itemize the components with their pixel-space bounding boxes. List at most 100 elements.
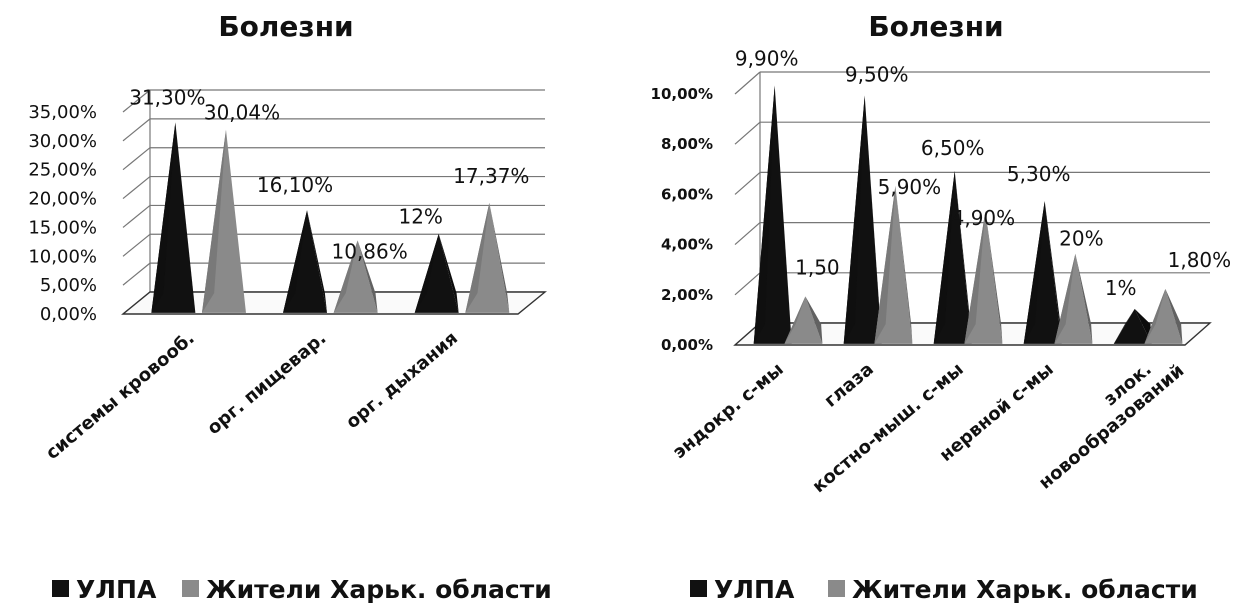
bar-pyramid-face-side [864, 95, 882, 344]
left-chart-y-ticks: 0,00% 5,00% 10,00% 15,00% 20,00% 25,00% 30,00%… [28, 102, 97, 325]
legend-swatch-ulpa [690, 580, 707, 597]
bar-pyramid-face-front [1113, 308, 1152, 344]
gridline-depth [734, 272, 761, 296]
bar-pyramid-face-side [175, 122, 196, 313]
bar-pyramid-face-side [357, 240, 378, 313]
legend-swatch-ulpa [52, 580, 69, 597]
left-chart-bars [151, 122, 510, 313]
right-chart-data-labels: 9,90% 1,50 9,50% 5,90% 6,50% 4,90% 5,30% 20% 1% 1… [735, 47, 1231, 300]
gridline-depth [122, 262, 151, 286]
category-label: костно-мыш. с-мы [808, 359, 967, 497]
y-tick-label: 20,00% [28, 189, 97, 210]
bar-pyramid-face-back [465, 202, 490, 313]
data-label: 31,30% [129, 85, 205, 109]
y-tick-label: 35,00% [28, 102, 97, 123]
category-label: системы кровооб. [42, 328, 199, 464]
gridline-depth [734, 222, 761, 246]
category-label: орг. дыхания [342, 328, 462, 433]
left-chart-categories: системы кровооб. орг. пищевар. орг. дыхани… [42, 328, 462, 464]
data-label: 5,90% [878, 175, 942, 199]
bar-pyramid-face-back [784, 296, 806, 344]
right-chart-y-ticks: 0,00% 2,00% 4,00% 6,00% 8,00% 10,00% [651, 85, 713, 354]
bar-pyramid-face-back [753, 85, 775, 344]
category-label: эндокр. с-мы [669, 359, 788, 463]
bar-pyramid-face-back [933, 170, 955, 344]
right-chart-legend: УЛПА Жители Харьк. области [690, 575, 1198, 604]
bar-pyramid-face-back [201, 129, 226, 313]
bar-pyramid-face-side [985, 211, 1003, 344]
gridline-depth [122, 233, 151, 257]
data-label: 1,50 [795, 255, 840, 279]
category-label: орг. пищевар. [203, 328, 330, 439]
category-label: глаза [820, 359, 877, 412]
y-tick-label: 8,00% [661, 135, 713, 153]
legend-swatch-kharkiv [182, 580, 199, 597]
y-tick-label: 6,00% [661, 185, 713, 203]
data-label: 6,50% [921, 136, 985, 160]
bar-pyramid-face-front [1144, 288, 1183, 344]
legend-label-kharkiv: Жители Харьк. области [852, 575, 1198, 604]
gridline-depth [122, 118, 151, 142]
gridline-depth [734, 71, 761, 95]
bar-pyramid-face-back [843, 95, 865, 344]
y-tick-label: 15,00% [28, 217, 97, 238]
bar-pyramid-face-side [1165, 288, 1183, 344]
gridline-depth [734, 121, 761, 145]
data-label: 9,50% [845, 63, 909, 87]
y-tick-label: 4,00% [661, 236, 713, 254]
y-tick-label: 25,00% [28, 160, 97, 181]
bar-pyramid-face-side [489, 202, 510, 313]
right-chart: Болезни 0,00%2,00%4,00%6,00%8,00%10,00% … [651, 10, 1232, 604]
bar-pyramid-face-back [283, 210, 308, 313]
data-label: 9,90% [735, 47, 799, 71]
bar-pyramid-face-side [225, 129, 246, 313]
data-label: 1% [1105, 276, 1137, 300]
gridline-depth [122, 204, 151, 228]
y-tick-label: 0,00% [40, 304, 97, 325]
data-label: 4,90% [952, 206, 1016, 230]
bar-pyramid-face-side [1044, 200, 1062, 344]
bar-pyramid-face-side [805, 296, 823, 344]
data-label: 20% [1059, 227, 1103, 251]
left-chart-title: Болезни [218, 10, 353, 43]
y-tick-label: 30,00% [28, 131, 97, 152]
bar-pyramid-face-side [438, 233, 459, 313]
gridline-depth [734, 171, 761, 195]
legend-label-ulpa: УЛПА [76, 575, 157, 604]
left-chart-legend: УЛПА Жители Харьк. области [52, 575, 552, 604]
bar-pyramid-face-back [333, 240, 358, 313]
bar-pyramid-face-side [954, 170, 972, 344]
bar-pyramid-face-side [307, 210, 328, 313]
bar-pyramid-face-front [784, 296, 823, 344]
gridline-depth [122, 147, 151, 171]
data-label: 16,10% [257, 173, 333, 197]
data-label: 17,37% [453, 164, 529, 188]
bar-pyramid-face-back [1023, 200, 1045, 344]
bar-pyramid-face-side [1134, 308, 1152, 344]
y-tick-label: 0,00% [661, 336, 713, 354]
bar-pyramid-face-back [1113, 308, 1135, 344]
data-label: 1,80% [1168, 248, 1232, 272]
y-tick-label: 5,00% [40, 275, 97, 296]
right-chart-title: Болезни [868, 10, 1003, 43]
gridline-depth [122, 176, 151, 200]
category-label-line: новообразований [1035, 360, 1188, 493]
bar-pyramid-face-side [895, 185, 913, 344]
bar-pyramid-face-back [414, 233, 439, 313]
data-label: 10,86% [332, 239, 408, 263]
left-chart-data-labels: 31,30%30,04% 16,10% 10,86% 12% 17,37% [129, 85, 529, 263]
legend-swatch-kharkiv [828, 580, 845, 597]
legend-label-kharkiv: Жители Харьк. области [206, 575, 552, 604]
data-label: 30,04% [204, 101, 280, 125]
data-label: 12% [398, 205, 442, 229]
y-tick-label: 10,00% [651, 85, 713, 103]
bar-pyramid-face-back [1144, 288, 1166, 344]
y-tick-label: 2,00% [661, 286, 713, 304]
data-label: 5,30% [1007, 162, 1071, 186]
bar-pyramid-face-back [964, 211, 986, 344]
bar-pyramid-face-side [1075, 253, 1093, 344]
gridline-depth [122, 89, 151, 113]
